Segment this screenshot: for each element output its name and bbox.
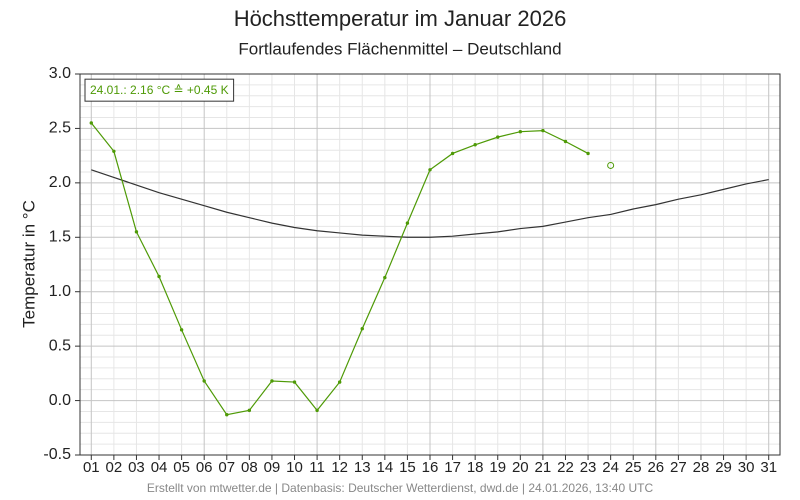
point (112, 149, 116, 153)
y-tick-label: 0.0 (49, 392, 71, 409)
x-tick-label: 17 (444, 459, 461, 476)
x-tick-label: 07 (218, 459, 235, 476)
y-tick-label: -0.5 (43, 446, 71, 463)
x-tick-label: 23 (580, 459, 597, 476)
x-tick-label: 05 (173, 459, 190, 476)
x-tick-label: 25 (625, 459, 642, 476)
point (405, 221, 410, 225)
annotation-box (84, 78, 235, 102)
point (473, 143, 477, 147)
x-tick-label: 22 (557, 459, 574, 476)
x-tick-label: 20 (512, 459, 529, 476)
x-tick-label: 24 (602, 459, 619, 476)
x-tick-label: 31 (760, 459, 777, 476)
x-tick-label: 12 (331, 459, 348, 476)
x-tick-label: 11 (309, 459, 325, 476)
point (496, 135, 500, 139)
x-tick-label: 13 (354, 459, 371, 476)
x-tick-label: 01 (83, 459, 100, 476)
series-line (91, 169, 769, 238)
y-axis-label: Temperatur in °C (19, 200, 38, 328)
plot-frame (79, 73, 781, 456)
chart-subtitle: Fortlaufendes Flächenmittel – Deutschlan… (238, 39, 561, 58)
point (157, 274, 161, 279)
point (450, 151, 455, 156)
point (247, 408, 252, 413)
y-tick-label: 1.0 (49, 283, 71, 300)
point (89, 121, 93, 125)
x-tick-label: 15 (399, 459, 416, 476)
x-tick-label: 30 (738, 459, 755, 476)
x-tick-label: 18 (467, 459, 484, 476)
y-tick-label: 2.5 (49, 120, 71, 137)
x-tick-label: 21 (535, 459, 552, 476)
point (586, 151, 590, 156)
point (292, 380, 297, 384)
point (360, 327, 364, 331)
point (607, 161, 615, 169)
x-tick-label: 02 (106, 459, 123, 476)
point (563, 139, 568, 144)
x-tick-label: 27 (670, 459, 687, 476)
point (541, 128, 545, 133)
y-tick-label: 0.5 (49, 337, 71, 354)
x-tick-label: 08 (241, 459, 258, 476)
x-tick-label: 04 (151, 459, 168, 476)
point (179, 328, 184, 332)
y-tick-label: 2.0 (49, 174, 71, 191)
point (134, 230, 139, 234)
x-tick-label: 28 (693, 459, 710, 476)
y-tick-label: 1.5 (49, 229, 71, 246)
x-tick-label: 19 (489, 459, 506, 476)
x-tick-label: 26 (647, 459, 664, 476)
point (270, 379, 274, 383)
x-tick-label: 06 (196, 459, 213, 476)
x-tick-label: 29 (715, 459, 732, 476)
point (383, 275, 387, 280)
point (225, 413, 229, 417)
point (518, 129, 523, 134)
y-tick-label: 3.0 (49, 65, 71, 82)
point (337, 380, 342, 384)
x-tick-label: 16 (422, 459, 439, 476)
point (202, 379, 206, 383)
x-tick-label: 09 (264, 459, 281, 476)
annotation: 24.01.: 2.16 °C ≙ +0.45 K (90, 83, 229, 97)
chart-title: Höchsttemperatur im Januar 2026 (234, 6, 567, 31)
point (428, 168, 432, 172)
point (315, 408, 319, 413)
x-tick-label: 14 (376, 459, 393, 476)
x-tick-label: 10 (286, 459, 303, 476)
x-tick-label: 03 (128, 459, 145, 476)
footer: Erstellt von mtwetter.de | Datenbasis: D… (147, 481, 654, 495)
